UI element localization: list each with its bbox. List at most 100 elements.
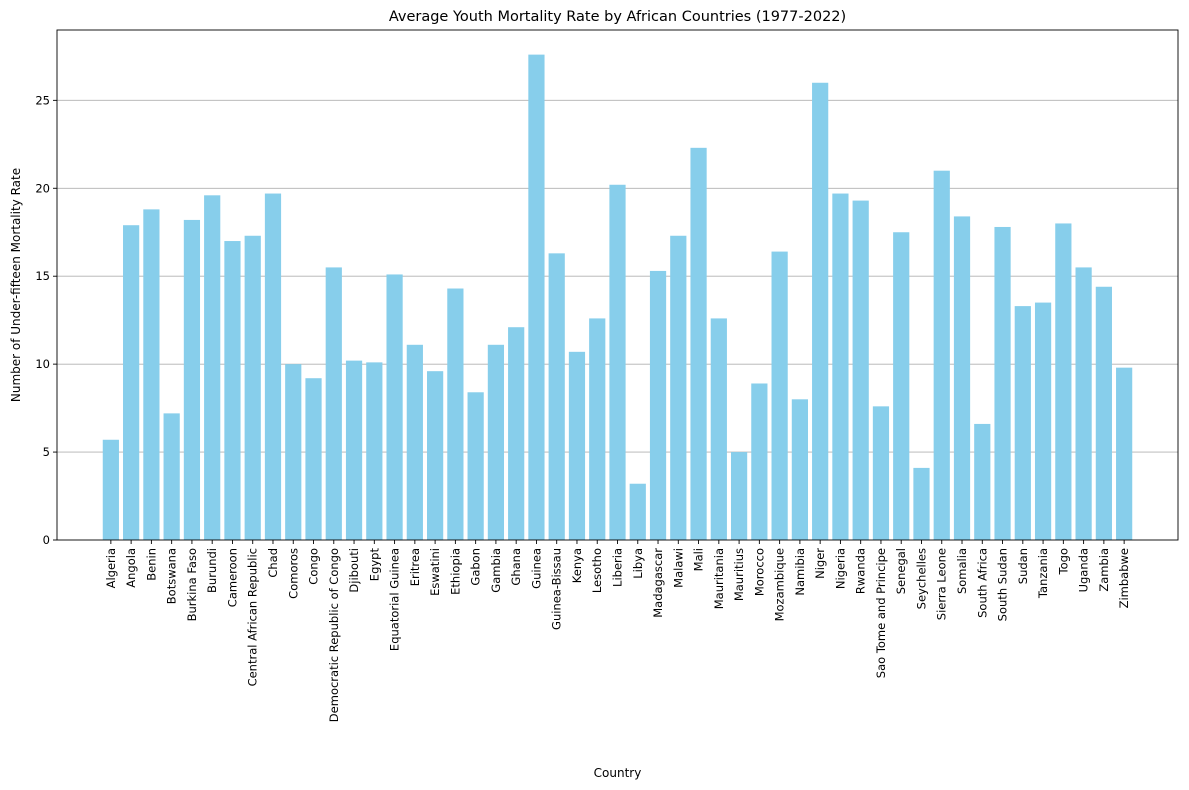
bar — [244, 235, 261, 541]
x-tick-label: Benin — [144, 548, 158, 581]
bar — [1116, 367, 1133, 540]
bar — [427, 371, 444, 540]
x-tick-label: Lesotho — [590, 548, 604, 593]
x-tick-label: Malawi — [671, 548, 685, 588]
bar — [832, 193, 849, 540]
bar — [1014, 306, 1031, 540]
bar — [508, 327, 525, 540]
x-tick-label: Comoros — [286, 548, 300, 599]
x-tick-label: Algeria — [104, 548, 118, 588]
x-tick-label: Central African Republic — [246, 548, 260, 686]
x-tick-label: Eswatini — [428, 548, 442, 596]
x-tick-label: South Africa — [975, 548, 989, 618]
bar — [366, 362, 383, 540]
x-tick-label: Rwanda — [854, 548, 868, 594]
plot-frame — [56, 29, 1179, 541]
bar — [933, 170, 950, 541]
bar — [771, 251, 788, 540]
x-tick-label: Togo — [1056, 548, 1070, 575]
x-tick-label: Egypt — [367, 548, 381, 582]
bars — [102, 54, 1133, 541]
x-tick-label: Namibia — [793, 548, 807, 596]
bar — [589, 318, 606, 540]
x-tick-label: Madagascar — [651, 548, 665, 618]
x-tick-label: Nigeria — [833, 548, 847, 589]
y-tick-label: 0 — [43, 533, 50, 547]
x-tick-label: Mozambique — [773, 548, 787, 621]
x-tick-label: Seychelles — [914, 548, 928, 609]
x-tick-label: South Sudan — [996, 548, 1010, 621]
bar — [345, 360, 363, 540]
bar — [183, 219, 201, 540]
bar — [467, 392, 484, 540]
bar — [751, 383, 768, 540]
x-tick-label: Angola — [124, 548, 138, 588]
bar — [568, 351, 586, 540]
bar — [791, 399, 808, 540]
x-tick-label: Democratic Republic of Congo — [327, 548, 341, 722]
bar — [893, 232, 910, 540]
bar — [913, 467, 930, 540]
bar — [690, 147, 707, 541]
x-tick-label: Gabon — [469, 548, 483, 586]
x-tick-label: Tanzania — [1036, 548, 1050, 599]
bar — [143, 209, 160, 540]
bar — [204, 195, 221, 540]
bar — [609, 184, 626, 541]
bar — [224, 241, 241, 540]
x-tick-label: Niger — [813, 548, 827, 579]
x-tick-label: Sao Tome and Principe — [874, 548, 888, 678]
x-tick-label: Congo — [307, 548, 321, 585]
x-tick-label: Burkina Faso — [185, 548, 199, 621]
bar — [730, 452, 748, 540]
y-tick-label: 10 — [35, 357, 50, 371]
y-axis-label: Number of Under-fifteen Mortality Rate — [9, 168, 23, 402]
x-tick-label: Chad — [266, 548, 280, 578]
bar — [852, 200, 869, 540]
bar — [325, 267, 342, 540]
bar — [548, 253, 565, 540]
x-tick-label: Kenya — [570, 548, 584, 583]
x-tick-label: Equatorial Guinea — [388, 548, 402, 651]
x-tick-label: Cameroon — [225, 548, 239, 607]
x-tick-label: Burundi — [205, 548, 219, 593]
bar — [447, 288, 464, 540]
bar — [629, 483, 646, 540]
x-tick-label: Senegal — [894, 548, 908, 594]
bar — [264, 193, 282, 540]
x-tick-label: Zimbabwe — [1117, 548, 1131, 608]
x-tick-label: Ghana — [509, 548, 523, 586]
bar — [285, 364, 302, 540]
x-tick-label: Mali — [692, 548, 706, 571]
bar — [974, 423, 991, 540]
x-tick-label: Liberia — [611, 548, 625, 587]
x-tick-label: Morocco — [752, 548, 766, 596]
bar — [812, 82, 829, 541]
bar — [994, 226, 1011, 540]
bar — [305, 378, 322, 540]
bar — [649, 270, 667, 540]
y-tick-label: 20 — [35, 181, 50, 195]
x-tick-label: Djibouti — [347, 548, 361, 593]
y-tick-label: 25 — [35, 93, 50, 107]
y-tick-label: 5 — [43, 445, 50, 459]
bar — [102, 439, 119, 540]
y-tick-label: 15 — [35, 269, 50, 283]
x-tick-label: Mauritius — [732, 548, 746, 601]
bar — [670, 235, 687, 541]
x-axis-label: Country — [594, 766, 642, 780]
x-tick-label: Ethiopia — [448, 548, 462, 595]
x-tick-label: Sierra Leone — [935, 548, 949, 620]
x-tick-label: Mauritania — [712, 548, 726, 609]
bar — [1095, 286, 1112, 540]
x-tick-label: Botswana — [165, 548, 179, 604]
bar — [1055, 223, 1072, 540]
bar — [386, 274, 403, 540]
x-tick-label: Zambia — [1097, 548, 1111, 592]
x-tick-label: Eritrea — [408, 548, 422, 586]
x-axis: Algeria Angola Benin Botswana Burkina Faso Bu… — [104, 540, 1131, 722]
bar — [1075, 267, 1092, 540]
x-tick-label: Guinea — [529, 548, 543, 589]
bar — [163, 413, 180, 540]
